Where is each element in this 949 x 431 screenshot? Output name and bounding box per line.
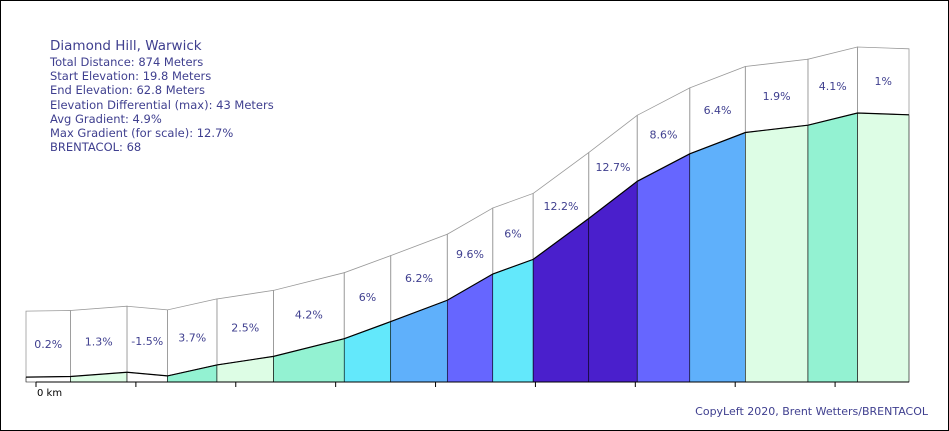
gradient-segment-fill <box>807 112 858 383</box>
elevation-differential: Elevation Differential (max): 43 Meters <box>50 97 274 112</box>
gradient-label: 2.5% <box>231 322 259 335</box>
gradient-segment-fill <box>636 153 691 383</box>
x-tick-label: 0 km <box>37 388 62 399</box>
gradient-label: 1.9% <box>763 90 791 103</box>
gradient-label: 4.1% <box>819 80 847 93</box>
avg-gradient: Avg Gradient: 4.9% <box>50 111 162 126</box>
gradient-segment-fill <box>492 258 534 383</box>
gradient-label: -1.5% <box>131 335 163 348</box>
gradient-label: 1.3% <box>85 335 113 348</box>
gradient-label: 4.2% <box>295 309 323 322</box>
gradient-label: 6.4% <box>704 104 732 117</box>
max-gradient: Max Gradient (for scale): 12.7% <box>50 126 234 141</box>
gradient-segment-fill <box>745 124 809 383</box>
gradient-label: 9.6% <box>456 248 484 261</box>
gradient-label: 12.2% <box>543 200 578 213</box>
brentacol-score: BRENTACOL: 68 <box>50 140 142 155</box>
gradient-label: 6% <box>504 228 521 241</box>
gradient-label: 6% <box>359 291 376 304</box>
gradient-label: 3.7% <box>178 331 206 344</box>
gradient-label: 12.7% <box>596 161 631 174</box>
end-elevation: End Elevation: 62.8 Meters <box>50 83 206 98</box>
total-distance: Total Distance: 874 Meters <box>50 55 204 69</box>
gradient-segment-fill <box>857 112 910 383</box>
gradient-label: 0.2% <box>34 338 62 351</box>
info-panel: Diamond Hill, Warwick Total Distance: 87… <box>50 38 274 154</box>
gradient-label: 8.6% <box>650 129 678 142</box>
copyright-notice: CopyLeft 2020, Brent Wetters/BRENTACOL <box>695 405 928 418</box>
gradient-label: 6.2% <box>405 272 433 285</box>
gradient-label: 1% <box>875 75 892 88</box>
gradient-segment-fill <box>689 132 746 383</box>
start-elevation: Start Elevation: 19.8 Meters <box>50 69 212 84</box>
route-title: Diamond Hill, Warwick <box>50 38 202 54</box>
elevation-profile-line <box>25 112 910 378</box>
